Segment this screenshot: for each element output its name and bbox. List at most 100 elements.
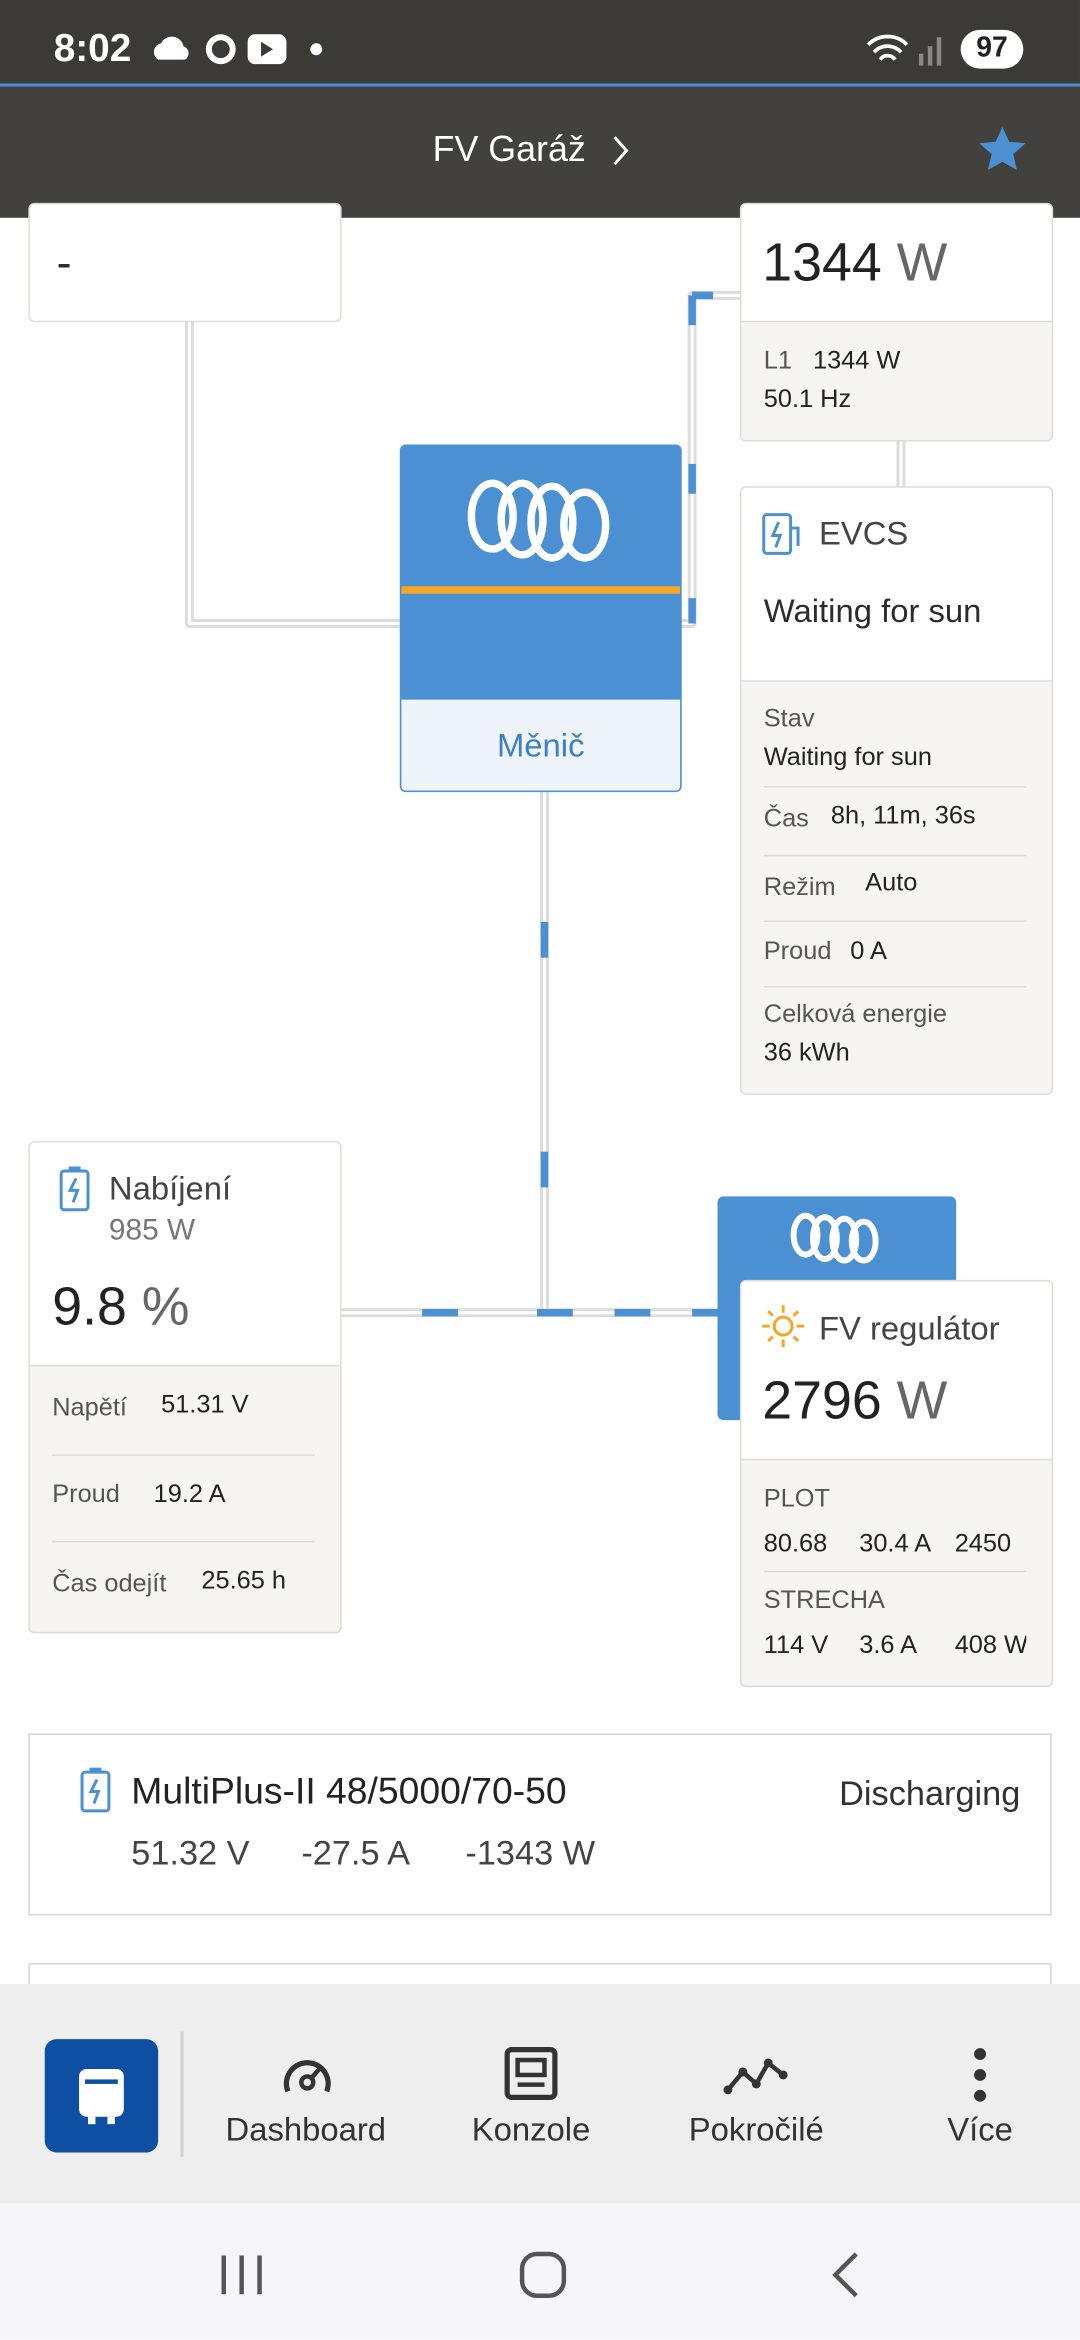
nav-label[interactable]: Konzole	[471, 2110, 591, 2149]
row-value: 51.31 V	[161, 1390, 249, 1419]
divider	[763, 920, 1027, 922]
more-icon[interactable]	[970, 2047, 991, 2104]
battery-icon	[59, 1166, 90, 1212]
device-state: Discharging	[839, 1773, 1021, 1813]
evcs-icon	[762, 513, 800, 555]
divider	[52, 1454, 315, 1456]
row-value: 8h, 11m, 36s	[830, 801, 976, 830]
battery-card[interactable]	[28, 1141, 342, 1634]
row-value: 0 A	[850, 936, 887, 966]
power-value: 1344	[762, 231, 882, 293]
advanced-icon[interactable]	[723, 2054, 789, 2096]
top-left-card	[28, 202, 342, 323]
ac-loads-power: 1344 W	[762, 231, 947, 294]
row-label: Stav	[763, 704, 815, 733]
evcs-status: Waiting for sun	[763, 592, 982, 630]
row-label: Proud	[763, 936, 832, 966]
device-name: MultiPlus-II 48/5000/70-50	[131, 1770, 567, 1813]
tracker-value: 3.6 A	[859, 1630, 918, 1659]
row-label: Čas	[763, 804, 809, 833]
tracker-value: 80.68	[763, 1528, 828, 1558]
card-header	[741, 1281, 1052, 1461]
evcs-title: EVCS	[818, 514, 909, 552]
recents-button[interactable]	[218, 2252, 266, 2297]
row-label: Čas odejít	[52, 1569, 167, 1598]
nav-divider	[180, 2031, 184, 2157]
tracker-value: 114 V	[763, 1630, 829, 1659]
card-header	[741, 487, 1052, 682]
status-time: 8:02	[53, 25, 132, 71]
divider	[763, 854, 1027, 857]
victron-logo	[467, 479, 610, 562]
row-value: 25.65 h	[201, 1566, 287, 1595]
back-button[interactable]	[826, 2249, 865, 2300]
status-icons	[153, 34, 323, 65]
tracker-name: PLOT	[763, 1484, 830, 1513]
inverter-box[interactable]: Měnič	[399, 444, 682, 793]
overview-icon	[79, 2068, 124, 2125]
battery-level: 97	[960, 29, 1024, 69]
ac-loads-card[interactable]	[739, 202, 1054, 442]
header-title[interactable]: FV Garáž	[432, 129, 586, 171]
victron-logo	[790, 1212, 879, 1264]
inverter-footer	[401, 699, 681, 791]
system-nav	[0, 2203, 1080, 2339]
inverter-stripe	[401, 586, 681, 594]
dashboard-icon[interactable]	[280, 2050, 334, 2098]
row-value: 36 kWh	[763, 1038, 850, 1067]
favorite-star[interactable]	[977, 124, 1028, 175]
nav-label[interactable]: Pokročilé	[688, 2110, 824, 2149]
console-icon[interactable]	[504, 2046, 558, 2101]
header	[0, 86, 1080, 218]
row-value: Auto	[865, 868, 918, 897]
home-button[interactable]	[518, 2249, 569, 2300]
device-card[interactable]	[28, 1733, 1052, 1916]
device-current: -27.5 A	[301, 1833, 411, 1873]
tracker-value: 408 W	[954, 1630, 1027, 1659]
frequency: 50.1 Hz	[763, 384, 852, 414]
tracker-rows: PLOT 80.68 30.4 A 2450 STRECHA 114 V 3.6…	[740, 1477, 1027, 1671]
phase-power: 1344 W	[812, 346, 901, 375]
top-left-value: -	[56, 238, 72, 288]
bottom-nav	[0, 1983, 1080, 2204]
divider	[52, 1540, 315, 1543]
row-value: 19.2 A	[153, 1479, 226, 1509]
solar-power: 2796 W	[762, 1369, 947, 1432]
soc-unit: %	[141, 1275, 190, 1337]
evcs-card[interactable]	[739, 486, 1054, 1095]
phase-label: L1	[763, 346, 792, 375]
row-value: Waiting for sun	[763, 742, 932, 772]
chevron-icon	[613, 136, 629, 166]
battery-soc: 9.8 %	[52, 1275, 189, 1338]
card-header	[741, 204, 1052, 323]
nav-label[interactable]: Dashboard	[225, 2110, 387, 2149]
divider	[763, 1570, 1027, 1573]
divider	[763, 986, 1027, 988]
battery-icon	[80, 1767, 111, 1813]
power-unit: W	[896, 1369, 948, 1431]
nav-label[interactable]: Více	[947, 2110, 1013, 2149]
soc-value: 9.8	[52, 1275, 127, 1337]
inverter-label: Měnič	[496, 726, 585, 764]
row-label: Celková energie	[763, 999, 948, 1028]
solar-title: FV regulátor	[818, 1309, 1000, 1348]
tracker-value: 30.4 A	[859, 1528, 932, 1558]
header-accent	[0, 83, 1080, 87]
flow-lines	[184, 290, 906, 1318]
tracker-name: STRECHA	[763, 1585, 885, 1615]
power-value: 2796	[762, 1369, 882, 1431]
divider	[763, 786, 1027, 788]
device-power: -1343 W	[465, 1833, 596, 1873]
sun-icon	[762, 1305, 805, 1348]
battery-power: 985 W	[108, 1214, 196, 1248]
battery-title: Nabíjení	[108, 1169, 232, 1207]
device-voltage: 51.32 V	[131, 1833, 250, 1873]
solar-card[interactable]	[739, 1279, 1054, 1688]
row-label: Proud	[52, 1479, 120, 1509]
tracker-value: 2450	[954, 1528, 1012, 1558]
card-header	[29, 1142, 341, 1367]
power-unit: W	[896, 231, 948, 293]
